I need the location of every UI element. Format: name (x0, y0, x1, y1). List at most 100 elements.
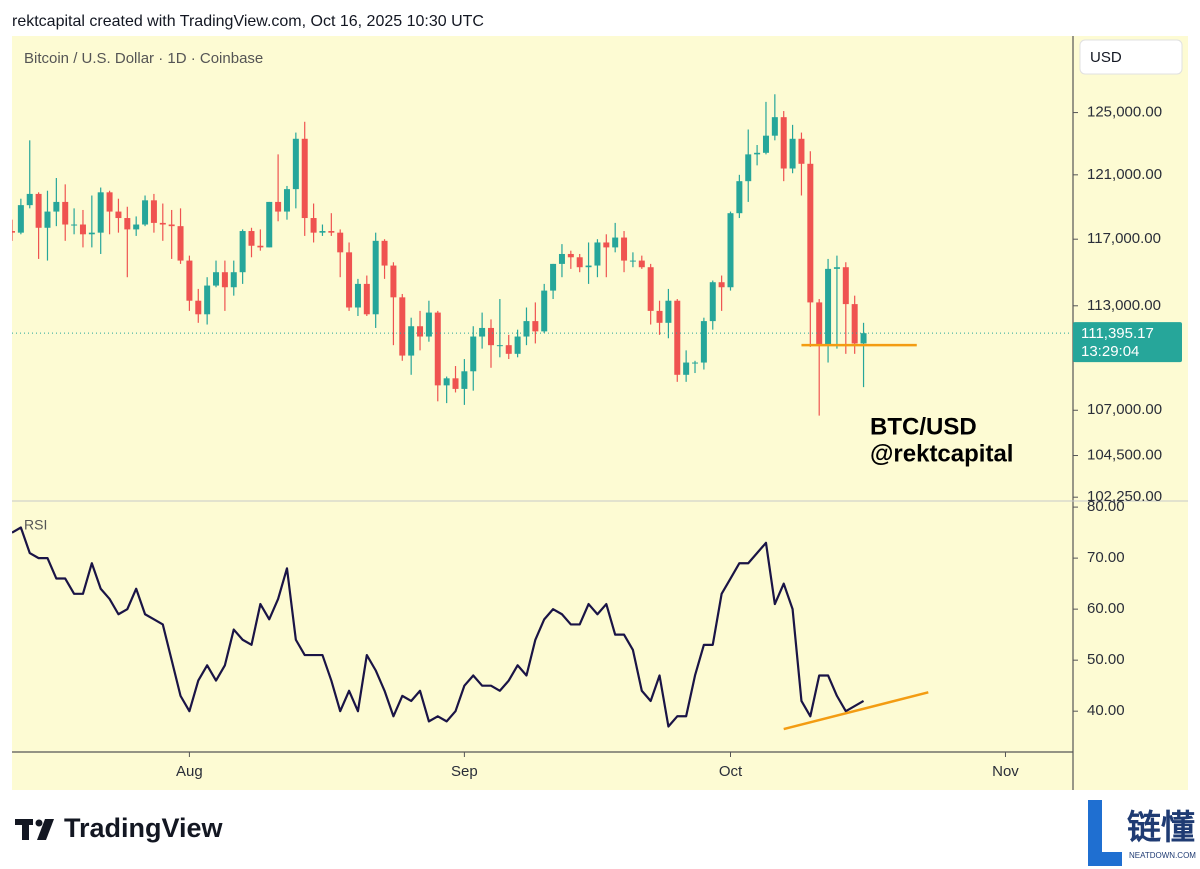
candle-body (470, 336, 477, 372)
plot-area (12, 94, 929, 731)
candle-body (585, 265, 592, 268)
candle-body (541, 290, 548, 332)
candle-body (106, 192, 113, 212)
candle-body (754, 152, 761, 155)
y-tick-label: 50.00 (1087, 651, 1125, 668)
candle-body (390, 265, 397, 298)
candle-body (647, 267, 654, 311)
candle-body (798, 138, 805, 164)
candle-body (168, 224, 175, 227)
rsi-line (12, 526, 865, 728)
candle-body (275, 201, 282, 212)
candle-body (603, 242, 610, 248)
candle-body (736, 181, 743, 214)
candle-body (576, 257, 583, 268)
candle-body (523, 321, 530, 337)
candle-body (292, 138, 299, 190)
candle-body (257, 245, 264, 248)
tradingview-logo[interactable]: TradingView (15, 813, 224, 843)
candle-body (150, 200, 157, 223)
candle-body (558, 253, 565, 264)
candle-body (621, 237, 628, 261)
candle-body (505, 345, 512, 354)
candle-body (762, 135, 769, 153)
price-title: Bitcoin / U.S. Dollar · 1D · Coinbase (24, 50, 263, 67)
candle-body (771, 117, 778, 136)
candle-body (425, 312, 432, 337)
currency-box[interactable] (1079, 39, 1183, 75)
candle-body (514, 336, 521, 354)
candle-body (283, 189, 290, 212)
candle-body (239, 231, 246, 273)
candle-body (567, 253, 574, 258)
candle-body (638, 260, 645, 268)
logo-text: TradingView (64, 813, 224, 843)
candle-body (487, 327, 494, 346)
candle-body (452, 378, 459, 389)
y-tick-label: 113,000.00 (1087, 297, 1161, 314)
caption: rektcapital created with TradingView.com… (12, 13, 484, 30)
candle-body (816, 302, 823, 346)
candle-body (363, 283, 370, 315)
countdown: 13:29:04 (1081, 343, 1139, 360)
last-price-label: 111,395.17 (1081, 325, 1154, 342)
candle-body (709, 282, 716, 322)
y-tick-label: 107,000.00 (1087, 401, 1162, 418)
candle-body (115, 211, 122, 219)
currency: USD (1090, 49, 1122, 66)
candle-body (310, 218, 317, 233)
y-tick-label: 125,000.00 (1087, 104, 1162, 121)
y-tick-label: 121,000.00 (1087, 166, 1162, 183)
candle-body (789, 138, 796, 169)
y-tick-label: 102,250.00 (1087, 488, 1162, 505)
candle-body (35, 193, 42, 228)
candle-body (248, 231, 255, 246)
candle-body (88, 232, 95, 235)
candle-body (833, 267, 840, 269)
candle-body (745, 154, 752, 182)
candle-body (71, 224, 78, 226)
watermark-sub: NEATDOWN.COM (1129, 851, 1196, 860)
candle-body (612, 237, 619, 248)
candle-body (354, 283, 361, 308)
watermark-text: 链懂 (1127, 809, 1195, 847)
candle-body (851, 304, 858, 344)
candle-body (319, 231, 326, 233)
candle-body (479, 327, 486, 337)
candle-body (26, 193, 33, 206)
candle-body (133, 224, 140, 230)
candle-body (674, 300, 681, 375)
candle-body (550, 263, 557, 291)
candle-body (301, 138, 308, 219)
candle-body (594, 242, 601, 266)
candle-body (195, 300, 202, 315)
candle-body (860, 333, 867, 344)
candle-body (337, 232, 344, 253)
candle-body (53, 201, 60, 212)
x-tick-label: Oct (719, 763, 743, 780)
candle-body (12, 231, 15, 233)
y-tick-label: 60.00 (1087, 600, 1125, 617)
candle-body (718, 282, 725, 288)
candle-body (346, 252, 353, 308)
candle-body (692, 362, 699, 364)
candle-body (177, 226, 184, 261)
candle-body (496, 345, 503, 347)
annotation: @rektcapital (870, 440, 1013, 467)
logo-shape (22, 819, 29, 840)
candle-body (700, 321, 707, 363)
candle-body (780, 117, 787, 169)
x-tick-label: Nov (992, 763, 1019, 780)
y-tick-label: 80.00 (1087, 498, 1125, 515)
candle-body (807, 163, 814, 303)
y-tick-label: 117,000.00 (1087, 230, 1161, 247)
rsi-title: RSI (24, 517, 47, 533)
candle-body (44, 211, 51, 228)
annotation: BTC/USD (870, 413, 977, 440)
candle-body (213, 272, 220, 286)
candle-body (417, 326, 424, 337)
y-tick-label: 40.00 (1087, 702, 1125, 719)
candle-body (266, 201, 273, 248)
